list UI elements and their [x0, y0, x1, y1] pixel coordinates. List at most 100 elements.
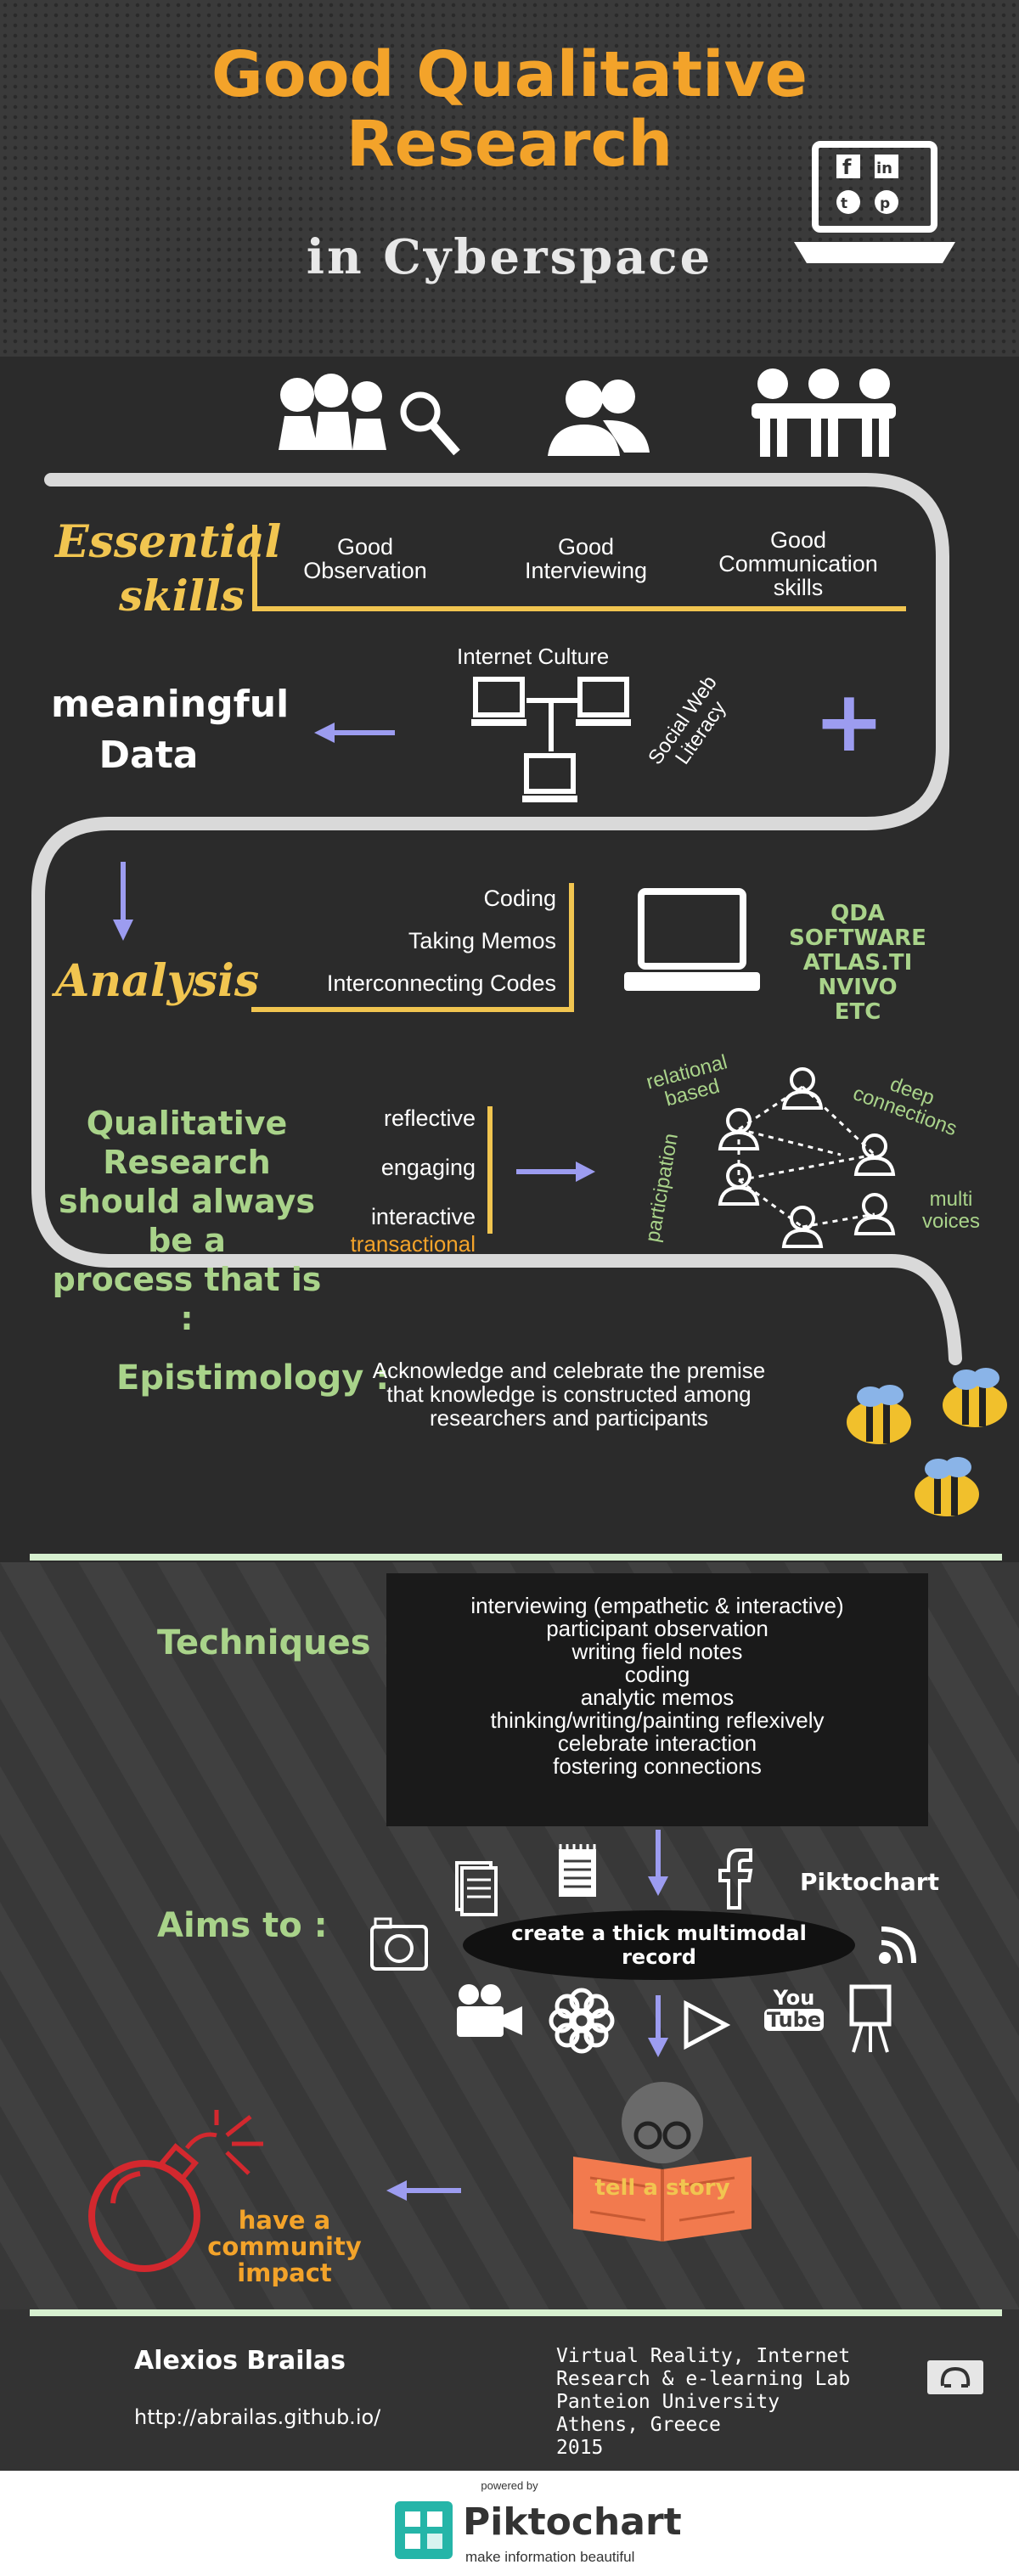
software-nvivo: NVIVO	[818, 975, 898, 1000]
arrow-right-icon	[516, 1161, 595, 1182]
software-list: QDA SOFTWARE ATLAS.TI NVIVO ETC	[764, 902, 951, 1025]
process-transactional: transactional	[350, 1231, 476, 1257]
university-logo-icon	[927, 2360, 983, 2394]
lab-line5: 2015	[556, 2437, 604, 2459]
process-heading: Qualitative Research should always be a …	[51, 1104, 323, 1338]
footer-divider	[30, 2309, 1002, 2316]
skill-observation-line2: Observation	[303, 558, 427, 583]
skills-bracket-v	[252, 525, 257, 611]
analysis-coding: Coding	[483, 886, 556, 911]
piktochart-brand[interactable]: Piktochart	[463, 2500, 682, 2544]
arrow-down-icon	[648, 1830, 668, 1896]
impact-line1: have a	[238, 2206, 331, 2235]
process-heading-line2: should always be a	[59, 1183, 315, 1259]
technique-field-notes: writing field notes	[571, 1639, 743, 1664]
process-reflective: reflective	[383, 1105, 476, 1131]
lab-line1: Virtual Reality, Internet	[556, 2345, 851, 2367]
technique-interviewing: interviewing (empathetic & interactive)	[470, 1593, 844, 1618]
tell-a-story: tell a story	[594, 2175, 730, 2201]
process-bracket	[487, 1106, 493, 1234]
flow-track	[31, 473, 962, 1365]
skill-communication: Good Communication skills	[688, 528, 909, 599]
analysis-memos: Taking Memos	[408, 928, 556, 953]
record-line1: create a thick multimodal	[511, 1921, 807, 1945]
skill-interviewing-line1: Good	[557, 534, 615, 560]
meaningful-line1: meaningful	[51, 683, 290, 726]
analysis-bracket-v	[569, 883, 574, 1012]
arrow-down-icon-2	[648, 1995, 668, 2057]
lab-line3: Panteion University	[556, 2391, 780, 2413]
youtube-logo: You Tube	[764, 1987, 824, 2031]
subtitle: in Cyberspace	[306, 229, 713, 285]
skill-observation: Good Observation	[263, 535, 467, 582]
plus-sign: +	[814, 672, 885, 771]
piktochart-logo-text: Piktochart	[800, 1868, 939, 1896]
record-line2: record	[622, 1945, 696, 1969]
svg-text:t: t	[841, 195, 847, 212]
process-engaging: engaging	[380, 1155, 476, 1180]
video-camera-icon	[457, 1984, 522, 2037]
rss-icon	[879, 1926, 916, 1964]
analysis-interconnecting: Interconnecting Codes	[326, 970, 556, 996]
skill-observation-line1: Good	[336, 534, 394, 560]
svg-text:p: p	[880, 195, 890, 212]
connected-users-icon	[718, 1067, 896, 1248]
flower-icon	[549, 1988, 615, 2054]
software-etc: ETC	[834, 999, 881, 1025]
process-interactive: interactive	[370, 1204, 476, 1229]
epistemology-line2: that knowledge is constructed among	[386, 1381, 752, 1407]
lab-line4: Athens, Greece	[556, 2414, 721, 2436]
skill-interviewing-line2: Interviewing	[524, 558, 648, 583]
footer-background	[0, 2309, 1019, 2471]
record-text: create a thick multimodal record	[463, 1921, 855, 1969]
technique-interaction: celebrate interaction	[557, 1730, 757, 1756]
techniques-list: interviewing (empathetic & interactive) …	[386, 1595, 928, 1778]
three-people-icon	[752, 368, 896, 457]
technique-memos: analytic memos	[580, 1685, 735, 1710]
youtube-line2: Tube	[764, 2009, 824, 2031]
impact-line3: impact	[237, 2258, 332, 2287]
arrow-down-icon	[113, 862, 133, 941]
software-qda: QDA SOFTWARE	[789, 901, 926, 951]
meaningful-line2: Data	[99, 734, 199, 777]
multi-voices-label: multi voices	[909, 1189, 994, 1233]
analysis-heading: Analysis	[55, 955, 260, 1007]
skill-interviewing: Good Interviewing	[484, 535, 688, 582]
technique-observation: participant observation	[546, 1616, 768, 1641]
epistemology-line3: researchers and participants	[429, 1405, 709, 1431]
impact-line2: community	[207, 2232, 362, 2261]
camera-icon	[370, 1917, 428, 1971]
piktochart-tagline: make information beautiful	[465, 2549, 635, 2565]
svg-text:in: in	[876, 160, 892, 177]
bomb-icon	[88, 2110, 263, 2272]
technique-coding: coding	[624, 1662, 690, 1687]
techniques-box	[386, 1573, 928, 1826]
group-search-icon	[279, 374, 460, 456]
skill-communication-line2: Communication	[718, 551, 878, 577]
aims-heading: Aims to :	[157, 1906, 328, 1945]
play-icon	[684, 1999, 730, 2050]
meaningful-data: meaningful Data	[51, 679, 290, 781]
author-url[interactable]: http://abrailas.github.io/	[134, 2405, 381, 2429]
techniques-heading: Techniques :	[157, 1623, 397, 1662]
author-name: Alexios Brailas	[134, 2346, 346, 2376]
title-line-1: Good Qualitative	[211, 38, 808, 111]
skill-communication-line3: skills	[773, 575, 824, 600]
storyteller-icon	[573, 2082, 752, 2241]
multi-line2: voices	[921, 1210, 981, 1233]
process-heading-line3: process that is :	[52, 1261, 322, 1337]
svg-text:f: f	[842, 155, 852, 179]
computer-network-icon	[471, 677, 631, 802]
main-background	[0, 357, 1019, 1562]
powered-by-background	[0, 2471, 1019, 2576]
technique-reflexive: thinking/writing/painting reflexively	[490, 1707, 825, 1733]
software-atlas: ATLAS.TI	[802, 950, 913, 976]
title-line-2: Research	[346, 108, 673, 181]
epistemology-text: Acknowledge and celebrate the premise th…	[306, 1358, 832, 1430]
epistemology-line1: Acknowledge and celebrate the premise	[372, 1358, 766, 1383]
arrow-left-icon	[314, 723, 395, 743]
powered-by-label: powered by	[481, 2479, 538, 2492]
technique-connections: fostering connections	[553, 1753, 762, 1779]
skills-heading-2: skills	[119, 571, 245, 621]
lab-line2: Research & e-learning Lab	[556, 2368, 851, 2390]
